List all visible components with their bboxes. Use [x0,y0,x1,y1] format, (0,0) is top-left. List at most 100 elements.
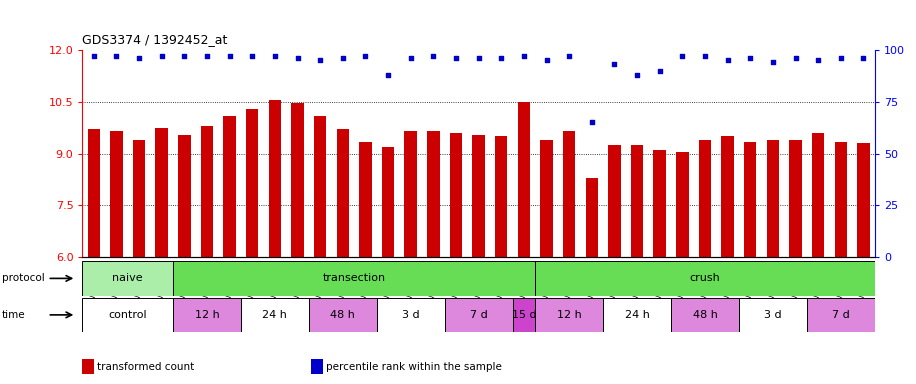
Point [720,57,735,63]
Bar [224,116,235,257]
Point [811,57,825,63]
Point [517,53,531,59]
Bar [246,109,258,257]
Text: 3 d: 3 d [402,310,420,320]
Bar [309,298,376,332]
Bar [427,131,440,257]
Point [109,53,124,59]
Bar [495,136,507,257]
Bar [241,298,309,332]
Bar [676,152,689,257]
Bar [82,298,173,332]
Point [290,55,305,61]
Text: 24 h: 24 h [262,310,288,320]
Bar [535,261,875,296]
Point [675,53,690,59]
Bar [133,140,146,257]
Text: crush: crush [690,273,720,283]
Bar [671,298,739,332]
Bar [82,261,173,296]
Bar [450,133,463,257]
Bar [518,102,530,257]
Point [743,55,758,61]
Bar [376,298,444,332]
Point [312,57,327,63]
Bar [812,133,824,257]
Bar [585,178,598,257]
Point [494,55,508,61]
Point [132,55,147,61]
Point [698,53,713,59]
Bar [699,140,711,257]
Point [766,59,780,65]
Point [358,53,373,59]
Bar [444,298,513,332]
Text: control: control [108,310,147,320]
Point [788,55,802,61]
Bar [535,298,603,332]
Point [335,55,350,61]
Bar [359,142,372,257]
Bar [291,104,304,257]
Point [223,53,237,59]
Text: transformed count: transformed count [97,362,194,372]
Bar [857,143,869,257]
Text: 7 d: 7 d [470,310,487,320]
Text: naive: naive [113,273,143,283]
Bar [603,298,671,332]
Point [154,53,169,59]
Bar [473,135,485,257]
Text: 24 h: 24 h [625,310,649,320]
Point [426,53,441,59]
Point [449,55,463,61]
Bar [744,142,757,257]
Point [834,55,848,61]
Bar [314,116,326,257]
Text: time: time [2,310,26,320]
Text: percentile rank within the sample: percentile rank within the sample [326,362,502,372]
Point [856,55,871,61]
Bar [268,100,281,257]
Text: transection: transection [322,273,386,283]
Text: 48 h: 48 h [692,310,717,320]
Point [86,53,101,59]
Bar [563,131,575,257]
Point [607,61,622,68]
Point [245,53,259,59]
Bar [110,131,123,257]
Text: 48 h: 48 h [331,310,355,320]
Bar [608,145,621,257]
Bar [382,147,394,257]
Point [540,57,554,63]
Text: 12 h: 12 h [557,310,582,320]
Point [652,68,667,74]
Bar [405,131,417,257]
Bar [88,129,100,257]
Text: 7 d: 7 d [832,310,850,320]
Text: 15 d: 15 d [511,310,536,320]
Bar [513,298,535,332]
Bar [739,298,807,332]
Point [267,53,282,59]
Bar [173,298,241,332]
Point [177,53,191,59]
Point [584,119,599,126]
Point [403,55,418,61]
Text: protocol: protocol [2,273,45,283]
Bar [767,140,780,257]
Bar [201,126,213,257]
Point [381,72,396,78]
Bar [540,140,552,257]
Point [471,55,485,61]
Point [562,53,576,59]
Bar [631,145,643,257]
Point [200,53,214,59]
Bar [336,129,349,257]
Text: 12 h: 12 h [194,310,219,320]
Bar [156,127,168,257]
Point [629,72,644,78]
Bar [790,140,802,257]
Text: GDS3374 / 1392452_at: GDS3374 / 1392452_at [82,33,228,46]
Text: 3 d: 3 d [764,310,781,320]
Bar [653,150,666,257]
